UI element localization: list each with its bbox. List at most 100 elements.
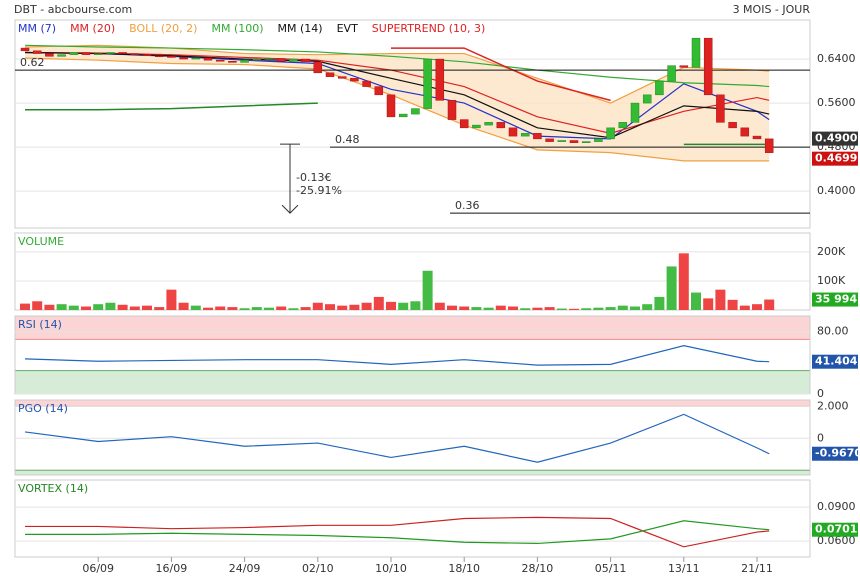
candle <box>569 140 579 143</box>
candle <box>398 113 408 118</box>
candle <box>179 57 188 60</box>
volume-bar <box>264 307 274 310</box>
volume-bar <box>544 307 555 310</box>
zone-low <box>14 469 811 476</box>
candle <box>752 135 762 140</box>
volume-bar <box>495 305 506 310</box>
candle <box>20 47 30 52</box>
candle <box>606 127 615 140</box>
volume-bar <box>593 307 604 310</box>
volume-bar <box>739 305 750 310</box>
candle <box>118 52 127 54</box>
candle <box>557 140 567 142</box>
value-tag <box>812 131 858 146</box>
volume-bar <box>459 306 470 310</box>
candle <box>264 58 274 60</box>
legend-entry: BOLL (20, 2) <box>129 22 197 35</box>
candle <box>191 57 201 60</box>
level-label: 0.48 <box>335 133 360 146</box>
volume-bar <box>117 304 128 310</box>
candle <box>703 37 713 96</box>
volume-bar <box>239 308 250 310</box>
candle <box>630 102 640 123</box>
candle <box>374 86 384 96</box>
value-tag <box>812 151 858 166</box>
candle <box>252 58 262 61</box>
candle <box>203 57 213 61</box>
volume-bar <box>532 307 543 310</box>
panel <box>14 19 811 229</box>
volume-bar <box>129 306 140 310</box>
volume-bar <box>288 308 299 310</box>
candle <box>228 61 237 63</box>
legend-entry: SUPERTREND (10, 3) <box>372 22 486 35</box>
y-tick-label: 0.0900 <box>817 500 856 513</box>
value-tag <box>812 522 858 537</box>
candle <box>57 54 66 57</box>
candle <box>679 65 689 68</box>
volume-bar <box>678 253 689 310</box>
volume-bar <box>483 307 494 310</box>
legend-entry: EVT <box>337 22 358 35</box>
y-tick-label: 0 <box>817 431 824 444</box>
candle <box>69 52 79 55</box>
candle <box>386 94 396 118</box>
volume-bar <box>300 307 311 310</box>
candle <box>472 124 481 129</box>
candle <box>520 133 530 137</box>
candle <box>325 72 335 77</box>
y-tick-label: 0.5600 <box>817 96 856 109</box>
volume-bar <box>764 299 775 310</box>
y-tick-label: 80.00 <box>817 325 849 338</box>
zone-high <box>14 315 811 340</box>
candle <box>716 94 725 123</box>
candle <box>130 53 140 55</box>
volume-bar <box>203 307 213 310</box>
candle <box>533 133 542 140</box>
candle <box>435 58 445 101</box>
candle <box>618 122 628 129</box>
value-tag-label: 41.404 <box>815 355 858 368</box>
volume-bar <box>166 289 177 310</box>
rsi-line <box>24 345 770 366</box>
candle <box>301 58 310 63</box>
candle <box>728 122 737 129</box>
volume-bar <box>398 302 409 310</box>
volume-bar <box>361 302 372 310</box>
volume-bar <box>410 301 421 310</box>
volume-bar <box>68 305 79 310</box>
panel-title: VORTEX (14) <box>18 482 88 495</box>
volume-bar <box>276 306 287 310</box>
candle <box>142 54 152 57</box>
y-tick-label: 0.4000 <box>817 184 856 197</box>
volume-bar <box>190 305 201 310</box>
volume-bar <box>520 308 531 310</box>
candle <box>276 58 286 62</box>
annotation: -25.91% <box>296 184 342 197</box>
vortex-line <box>25 520 770 545</box>
value-tag <box>812 354 858 369</box>
candle <box>667 65 676 82</box>
volume-bar <box>142 305 152 310</box>
volume-bar <box>154 307 165 310</box>
volume-bar <box>642 304 653 310</box>
candle <box>289 58 298 62</box>
panel-title: VOLUME <box>18 235 64 248</box>
y-tick-label: 100K <box>817 274 846 287</box>
candle <box>32 50 42 54</box>
bollinger-band <box>25 45 770 161</box>
volume-bar <box>105 302 116 310</box>
candle <box>313 61 323 74</box>
period: 3 MOIS - JOUR <box>733 3 811 16</box>
volume-bar <box>666 266 677 310</box>
level-label: 0.62 <box>20 56 45 69</box>
candle <box>655 80 664 96</box>
legend-entry: MM (14) <box>278 22 323 35</box>
volume-bar <box>227 307 238 310</box>
volume-bar <box>471 307 482 310</box>
volume-bar <box>434 302 445 310</box>
y-tick-label: 0 <box>817 387 824 400</box>
volume-bar <box>654 296 665 310</box>
volume-bar <box>569 308 579 310</box>
value-tag-label: 0.4699 <box>815 152 857 165</box>
